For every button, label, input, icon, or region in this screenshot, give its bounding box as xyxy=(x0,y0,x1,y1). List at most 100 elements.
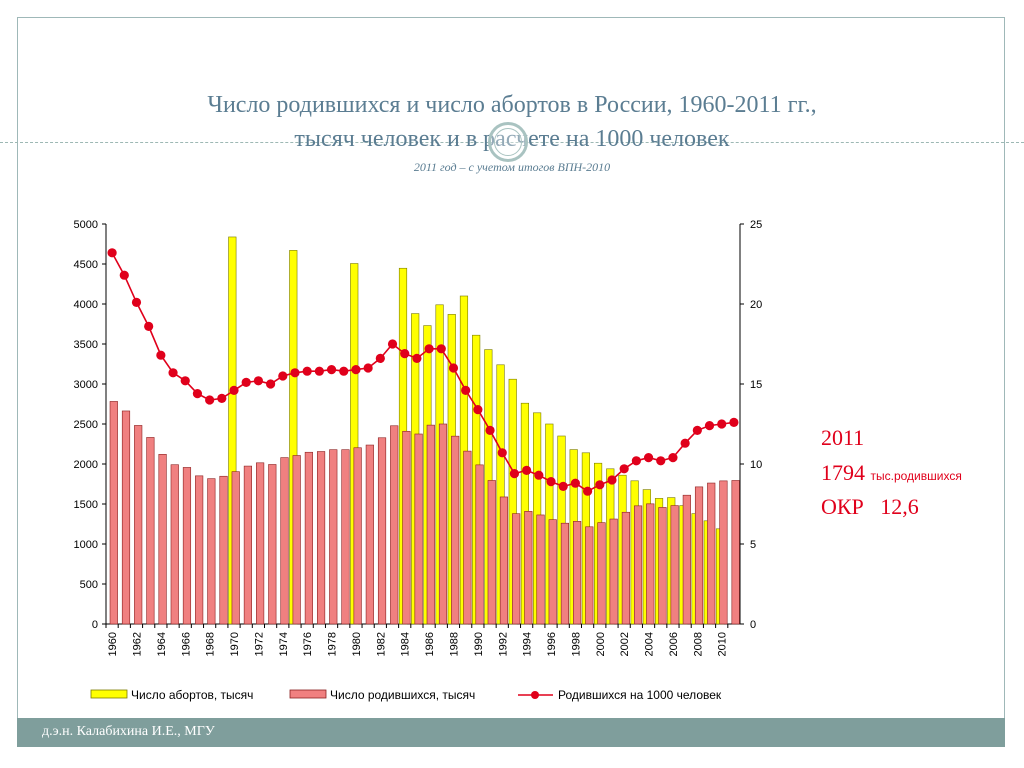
births-bar xyxy=(548,519,557,625)
x-tick-label: 1962 xyxy=(131,632,143,656)
births-bar xyxy=(451,435,460,625)
chart-container: 0 500 1000 1500 2000 2500 3000 3500 4000 4500 5000… xyxy=(63,205,773,720)
y-right-tick-label: 10 xyxy=(750,459,762,471)
births-bar xyxy=(365,444,374,625)
footer-bar: д.э.н. Калабихина И.Е., МГУ xyxy=(17,718,1005,747)
x-tick-label: 2004 xyxy=(644,632,656,656)
births-per-1000-point xyxy=(168,368,178,378)
births-bar xyxy=(231,471,240,625)
births-abortions-chart: 0 500 1000 1500 2000 2500 3000 3500 4000 4500 5000… xyxy=(74,219,763,702)
births-bar xyxy=(402,430,411,625)
births-bar xyxy=(463,450,472,625)
x-tick-label: 1998 xyxy=(570,632,582,656)
annotation-tfr: ОКР 12,6 xyxy=(821,494,919,520)
births-bar xyxy=(670,505,679,625)
births-per-1000-point xyxy=(144,321,154,331)
births-bar xyxy=(438,423,448,625)
y-left-tick-label: 500 xyxy=(80,579,98,591)
births-per-1000-point xyxy=(582,486,593,496)
births-bar xyxy=(109,401,118,625)
x-tick-label: 1966 xyxy=(180,632,192,656)
births-bar xyxy=(292,455,301,625)
births-bar xyxy=(694,486,704,625)
x-tick-label: 2010 xyxy=(717,632,729,656)
slide-number-circle-inner xyxy=(494,128,522,156)
births-bar xyxy=(560,522,569,625)
births-bar xyxy=(195,475,204,625)
births-per-1000-point xyxy=(668,453,678,463)
births-per-1000-point xyxy=(229,385,239,395)
footer-author: д.э.н. Калабихина И.Е., МГУ xyxy=(42,724,215,739)
births-bar xyxy=(304,451,313,625)
annotation-births-value: 1794 xyxy=(821,460,865,485)
x-tick-label: 1968 xyxy=(205,632,217,656)
births-per-1000-point xyxy=(717,419,727,429)
births-per-1000-point xyxy=(351,365,361,375)
births-per-1000-point xyxy=(241,377,251,387)
y-right-tick-label: 5 xyxy=(750,539,756,551)
births-bar xyxy=(146,437,155,625)
y-left-tick-label: 0 xyxy=(92,619,98,631)
y-right-tick-label: 25 xyxy=(750,219,762,231)
x-tick-label: 1960 xyxy=(107,632,119,656)
annotation-tfr-value: 12,6 xyxy=(880,494,919,519)
births-per-1000-point xyxy=(339,366,349,376)
slide-title-line1: Число родившихся и число абортов в Росси… xyxy=(207,92,817,118)
x-tick-label: 1974 xyxy=(278,632,290,656)
births-bar xyxy=(487,480,496,625)
births-bar xyxy=(377,437,387,625)
legend-rate-label: Родившихся на 1000 человек xyxy=(558,688,722,702)
births-per-1000-point xyxy=(107,248,117,258)
births-bar xyxy=(609,518,618,625)
births-bar xyxy=(207,478,216,625)
births-per-1000-point xyxy=(595,480,605,490)
x-tick-label: 1992 xyxy=(497,632,509,656)
births-bar xyxy=(573,521,582,625)
x-tick-label: 1980 xyxy=(351,632,363,656)
births-per-1000-point xyxy=(643,453,654,463)
births-per-1000-point xyxy=(704,421,715,431)
slide-number-circle-icon xyxy=(488,122,528,162)
births-bar xyxy=(170,464,179,625)
legend-births-label: Число родившихся, тысяч xyxy=(330,688,475,702)
births-bar xyxy=(329,449,338,625)
y-right-tick-label: 15 xyxy=(750,379,762,391)
legend-abortions-swatch xyxy=(90,689,128,699)
births-per-1000-point xyxy=(546,477,556,487)
births-bar xyxy=(219,475,228,625)
births-bar xyxy=(134,425,143,625)
births-bar xyxy=(719,480,728,625)
births-bar xyxy=(121,410,131,625)
y-left-tick-label: 3500 xyxy=(74,339,98,351)
x-tick-label: 1982 xyxy=(375,632,387,656)
births-per-1000-point xyxy=(558,481,568,491)
births-bar xyxy=(268,464,277,625)
x-tick-label: 1994 xyxy=(522,632,534,656)
births-per-1000-point xyxy=(436,344,446,354)
births-per-1000-point xyxy=(631,456,641,466)
births-per-1000-point xyxy=(192,389,203,399)
x-tick-label: 2002 xyxy=(619,632,631,656)
births-per-1000-point xyxy=(400,349,410,359)
births-per-1000-point xyxy=(412,353,422,363)
births-bar xyxy=(524,511,533,625)
x-tick-label: 1976 xyxy=(302,632,314,656)
births-per-1000-point xyxy=(729,417,739,427)
births-bar xyxy=(353,447,362,625)
annotation-births: 1794 тыс.родившихся xyxy=(821,460,962,486)
legend-rate-marker xyxy=(531,691,539,699)
births-per-1000-point xyxy=(119,270,129,280)
births-bar xyxy=(633,505,643,625)
births-per-1000-line xyxy=(111,252,735,493)
y-left-tick-label: 1000 xyxy=(74,539,98,551)
births-bar xyxy=(256,462,265,625)
x-tick-label: 2008 xyxy=(692,632,704,656)
x-tick-label: 1972 xyxy=(253,632,265,656)
births-per-1000-point xyxy=(485,425,495,435)
births-bar xyxy=(316,451,326,625)
births-per-1000-point xyxy=(375,353,385,363)
x-tick-label: 1990 xyxy=(473,632,485,656)
births-bar xyxy=(731,480,740,625)
births-per-1000-point xyxy=(326,365,337,375)
births-per-1000-point xyxy=(265,379,276,389)
